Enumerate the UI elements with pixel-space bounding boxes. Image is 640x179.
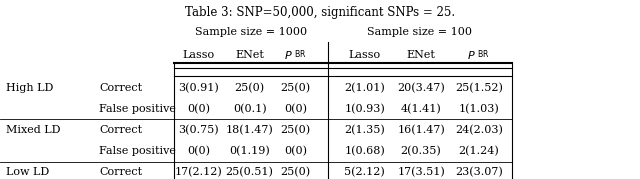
Text: 17(2.12): 17(2.12) [175,167,222,177]
Text: 5(2.12): 5(2.12) [344,167,385,177]
Text: 18(1.47): 18(1.47) [226,125,273,135]
Text: 25(0): 25(0) [280,167,311,177]
Text: 2(1.24): 2(1.24) [458,146,499,156]
Text: 23(3.07): 23(3.07) [455,167,502,177]
Text: $\mathit{P}$: $\mathit{P}$ [467,49,476,61]
Text: 0(0): 0(0) [187,104,210,114]
Text: Lasso: Lasso [349,50,381,60]
Text: $_{\rm BR}$: $_{\rm BR}$ [294,48,307,61]
Text: 25(0): 25(0) [234,83,265,93]
Text: 1(0.68): 1(0.68) [344,146,385,156]
Text: Mixed LD: Mixed LD [6,125,61,135]
Text: 20(3.47): 20(3.47) [397,83,445,93]
Text: Lasso: Lasso [182,50,214,60]
Text: Table 3: SNP=50,000, significant SNPs = 25.: Table 3: SNP=50,000, significant SNPs = … [185,6,455,19]
Text: 25(0.51): 25(0.51) [226,167,273,177]
Text: Correct: Correct [99,125,142,135]
Text: Sample size = 1000: Sample size = 1000 [195,27,307,37]
Text: Correct: Correct [99,83,142,93]
Text: 25(1.52): 25(1.52) [455,83,502,93]
Text: 2(0.35): 2(0.35) [401,146,442,156]
Text: $_{\rm BR}$: $_{\rm BR}$ [477,48,490,61]
Text: 2(1.35): 2(1.35) [344,125,385,135]
Text: 2(1.01): 2(1.01) [344,83,385,93]
Text: Sample size = 100: Sample size = 100 [367,27,472,37]
Text: 17(3.51): 17(3.51) [397,167,445,177]
Text: 25(0): 25(0) [280,125,311,135]
Text: False positive: False positive [99,104,176,114]
Text: 3(0.75): 3(0.75) [178,125,219,135]
Text: ENet: ENet [235,50,264,60]
Text: 0(0): 0(0) [284,104,307,114]
Text: 0(1.19): 0(1.19) [229,146,270,156]
Text: High LD: High LD [6,83,54,93]
Text: $\mathit{P}$: $\mathit{P}$ [284,49,292,61]
Text: ENet: ENet [406,50,436,60]
Text: 25(0): 25(0) [280,83,311,93]
Text: 24(2.03): 24(2.03) [455,125,502,135]
Text: 1(1.03): 1(1.03) [458,104,499,114]
Text: 16(1.47): 16(1.47) [397,125,445,135]
Text: 0(0): 0(0) [284,146,307,156]
Text: 0(0): 0(0) [187,146,210,156]
Text: False positive: False positive [99,146,176,156]
Text: 1(0.93): 1(0.93) [344,104,385,114]
Text: 3(0.91): 3(0.91) [178,83,219,93]
Text: Low LD: Low LD [6,167,50,177]
Text: Correct: Correct [99,167,142,177]
Text: 4(1.41): 4(1.41) [401,104,442,114]
Text: 0(0.1): 0(0.1) [233,104,266,114]
